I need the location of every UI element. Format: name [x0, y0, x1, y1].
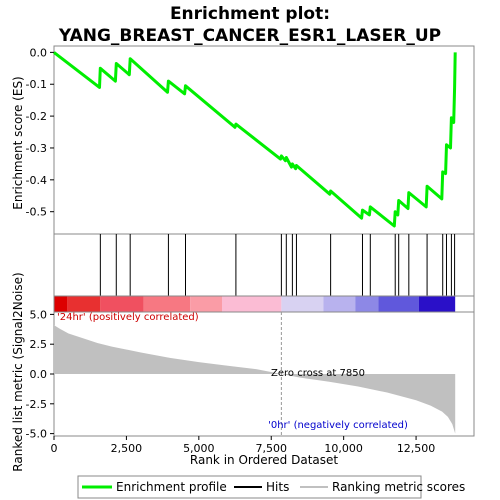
metric-y-tick-label: 0.0 — [30, 368, 48, 381]
metric-y-axis-label: Ranked list metric (Signal2Noise) — [11, 272, 25, 471]
heat-band-segment — [281, 296, 323, 312]
legend: Enrichment profile Hits Ranking metric s… — [78, 476, 465, 498]
es-y-tick-label: 0.0 — [30, 46, 48, 59]
hits-panel-frame — [54, 234, 474, 296]
heat-band-segment — [323, 296, 355, 312]
x-tick-label: 12,500 — [397, 442, 436, 455]
es-y-tick-label: -0.5 — [26, 206, 47, 219]
heat-band-segment — [54, 296, 67, 312]
es-y-tick-label: -0.2 — [26, 110, 47, 123]
chart-title-line2: YANG_BREAST_CANCER_ESR1_LASER_UP — [58, 26, 441, 46]
es-y-axis-label: Enrichment score (ES) — [11, 76, 25, 209]
positive-correlation-label: '24hr' (positively correlated) — [57, 312, 199, 323]
heat-band-segment — [355, 296, 378, 312]
chart-title-line1: Enrichment plot: — [170, 4, 330, 24]
x-tick-label: 0 — [51, 442, 58, 455]
heat-band-segment — [222, 296, 281, 312]
legend-label-ranking-metric-scores: Ranking metric scores — [332, 480, 465, 494]
heat-band-segment — [190, 296, 222, 312]
metric-y-tick-label: -2.5 — [26, 398, 47, 411]
metric-panel: 5.0 2.5 0.0 -2.5 -5.0 '24hr' (positively cor… — [26, 308, 474, 440]
metric-y-tick-label: 5.0 — [30, 308, 48, 321]
heat-band-segment — [378, 296, 419, 312]
metric-y-tick-label: -5.0 — [26, 428, 47, 441]
heat-band-segment — [144, 296, 190, 312]
es-y-tick-label: -0.4 — [26, 174, 47, 187]
legend-label-hits: Hits — [266, 480, 289, 494]
x-axis-label: Rank in Ordered Dataset — [190, 453, 338, 467]
heat-band-segment — [419, 296, 455, 312]
heat-band-segment — [67, 296, 100, 312]
metric-y-tick-label: 2.5 — [30, 338, 48, 351]
zero-cross-label: Zero cross at 7850 — [271, 368, 365, 379]
hits-panel — [54, 234, 474, 296]
x-tick-label: 2,500 — [111, 442, 143, 455]
es-y-tick-label: -0.1 — [26, 78, 47, 91]
heat-band — [54, 296, 455, 312]
es-y-axis: 0.0 -0.1 -0.2 -0.3 -0.4 -0.5 — [26, 46, 54, 218]
metric-y-axis: 5.0 2.5 0.0 -2.5 -5.0 — [26, 308, 54, 440]
es-y-tick-label: -0.3 — [26, 142, 47, 155]
es-panel: 0.0 -0.1 -0.2 -0.3 -0.4 -0.5 — [26, 46, 474, 234]
negative-correlation-label: '0hr' (negatively correlated) — [268, 420, 408, 431]
heat-band-segment — [100, 296, 143, 312]
legend-label-enrichment-profile: Enrichment profile — [116, 480, 227, 494]
